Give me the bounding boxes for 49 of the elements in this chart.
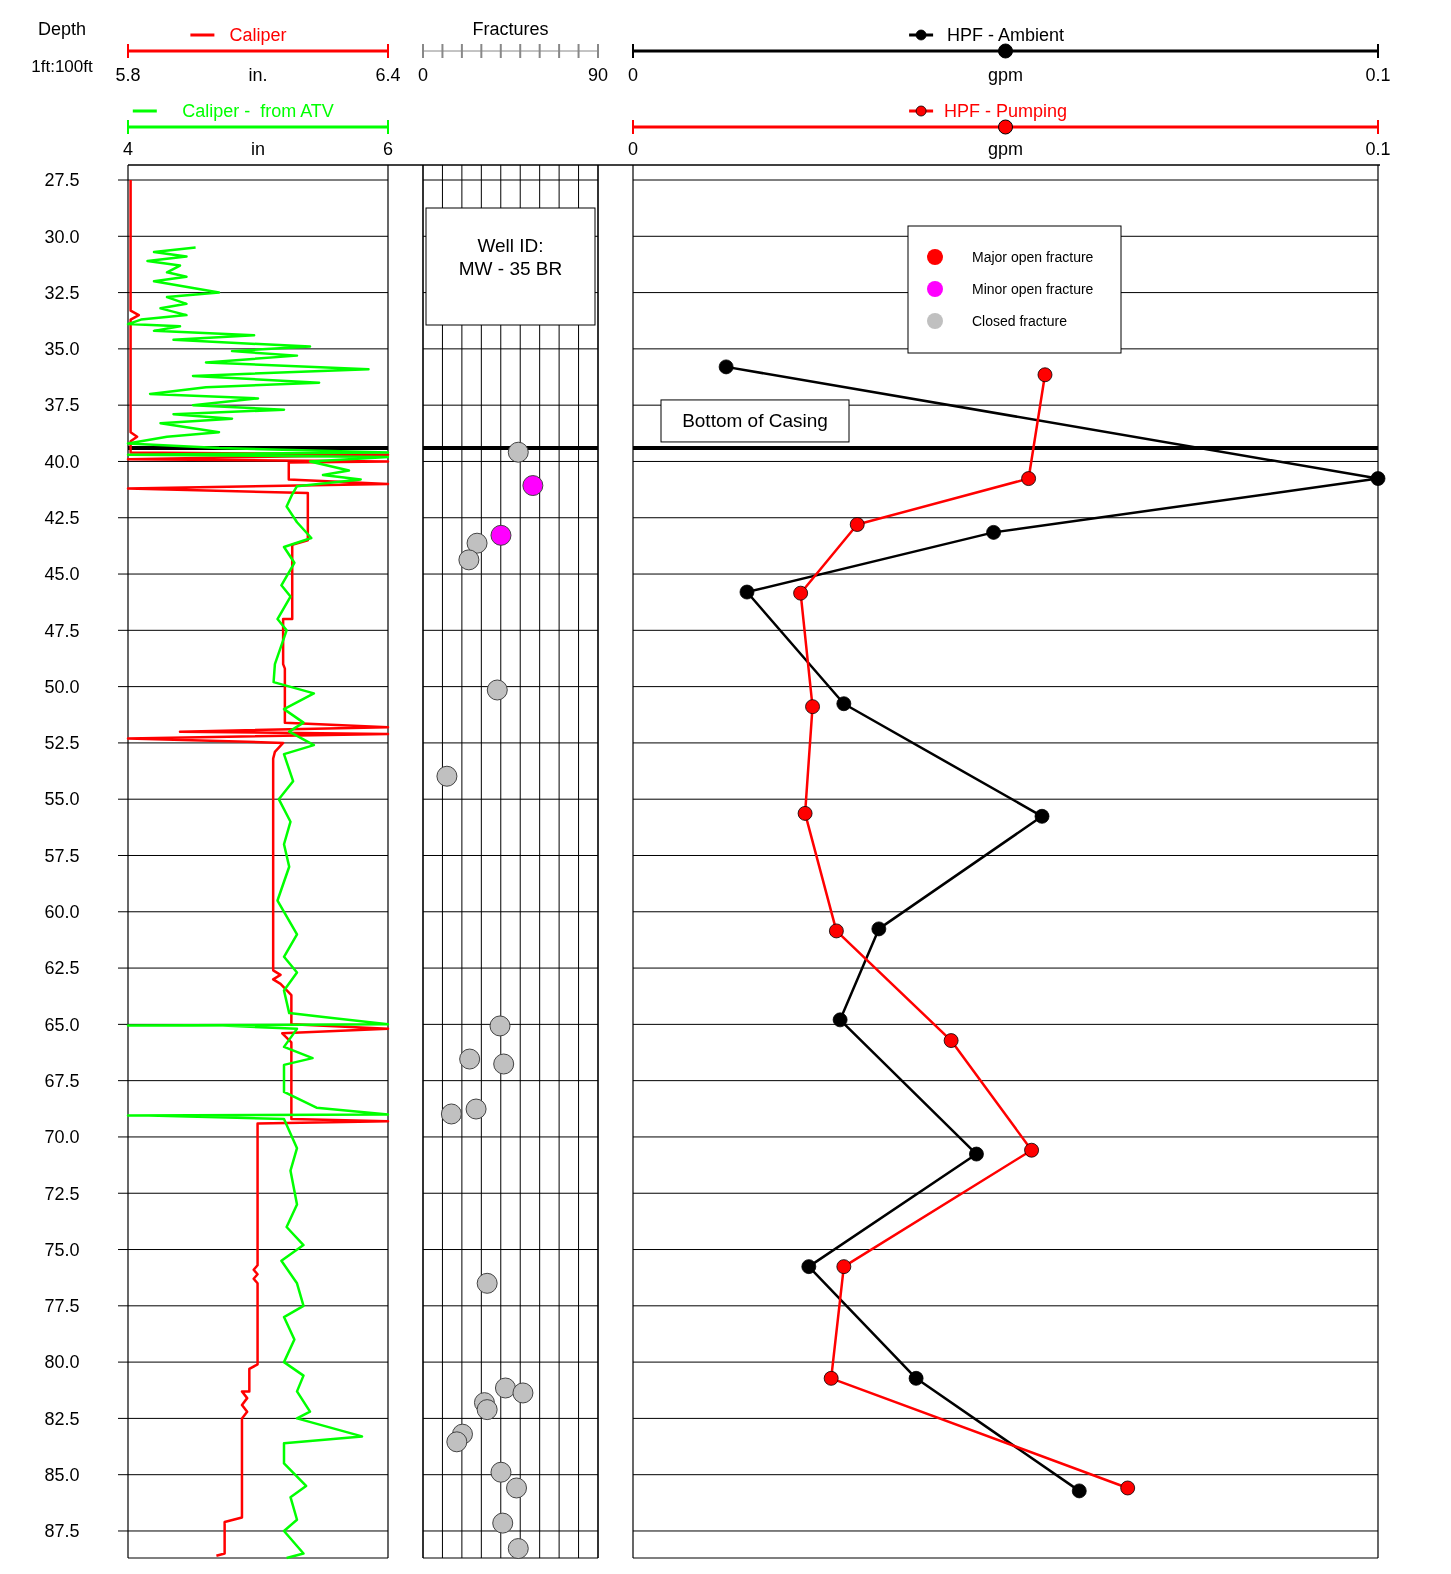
- y-tick-label: 52.5: [44, 733, 80, 754]
- legend-label: Caliper: [229, 25, 287, 45]
- legend-label: Major open fracture: [972, 249, 1094, 265]
- x-axis-title: in.: [248, 65, 268, 85]
- y-tick-label: 80.0: [44, 1352, 80, 1373]
- y-tick-label: 47.5: [44, 620, 80, 641]
- x-tick-label: 0: [417, 65, 429, 85]
- note-box: Bottom of Casing: [660, 399, 850, 443]
- y-tick-label: 60.0: [44, 902, 80, 923]
- y-tick-label: 42.5: [44, 508, 80, 529]
- text: 1ft:100ft: [31, 57, 93, 76]
- x2-axis-title: in: [250, 139, 266, 159]
- y-tick-label: 55.0: [44, 789, 80, 810]
- y-tick-label: 65.0: [44, 1014, 80, 1035]
- y-tick-label: 67.5: [44, 1070, 80, 1091]
- x-axis-title: gpm: [987, 65, 1024, 85]
- y-tick-label: 35.0: [44, 339, 80, 360]
- y-tick-label: 45.0: [44, 564, 80, 585]
- x2-tick-label: 4: [122, 139, 134, 159]
- legend-label: HPF - Ambient: [946, 25, 1065, 45]
- y-tick-label: 77.5: [44, 1296, 80, 1317]
- y-tick-label: 87.5: [44, 1521, 80, 1542]
- note-box: Well ID: MW - 35 BR: [425, 207, 596, 326]
- x2-axis-title: gpm: [987, 139, 1024, 159]
- y-tick-label: 50.0: [44, 676, 80, 697]
- x-tick-label: 5.8: [115, 65, 141, 85]
- y-axis-title: Depth: [37, 19, 87, 39]
- y-tick-label: 40.0: [44, 451, 80, 472]
- ref-line-label: Bottom of Casing: [682, 409, 828, 431]
- legend-label: Minor open fracture: [972, 281, 1094, 297]
- x-tick-label: 90: [587, 65, 609, 85]
- y-tick-label: 85.0: [44, 1464, 80, 1485]
- y-tick-label: 57.5: [44, 845, 80, 866]
- legend-label: Caliper - from ATV: [182, 101, 334, 121]
- legend-label: HPF - Pumping: [943, 101, 1068, 121]
- y-tick-label: 32.5: [44, 282, 80, 303]
- annotation: Well ID: MW - 35 BR: [458, 235, 563, 279]
- y-tick-label: 75.0: [44, 1239, 80, 1260]
- y-tick-label: 62.5: [44, 958, 80, 979]
- y-tick-label: 70.0: [44, 1127, 80, 1148]
- x-tick-label: 6.4: [375, 65, 401, 85]
- y-tick-label: 37.5: [44, 395, 80, 416]
- y-tick-label: 72.5: [44, 1183, 80, 1204]
- y-tick-label: 30.0: [44, 226, 80, 247]
- y-tick-label: 27.5: [44, 170, 80, 191]
- x2-tick-label: 6: [382, 139, 394, 159]
- legend-label: Closed fracture: [972, 313, 1068, 329]
- chart-title: Fractures: [472, 19, 549, 39]
- y-tick-label: 82.5: [44, 1408, 80, 1429]
